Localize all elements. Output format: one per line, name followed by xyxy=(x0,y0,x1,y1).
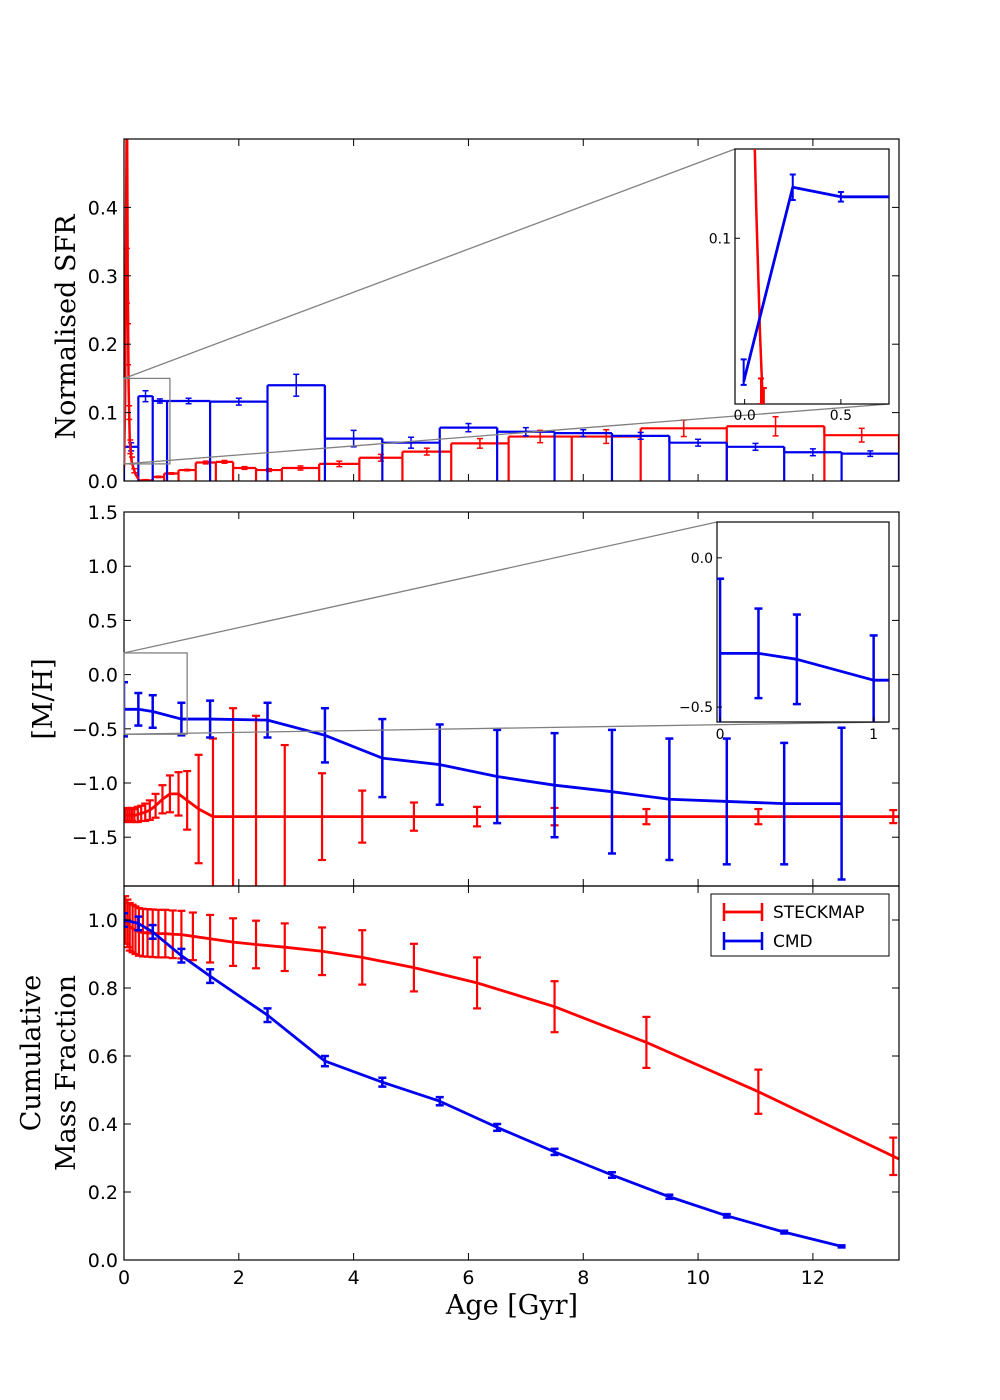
x-tick-label: 12 xyxy=(801,1267,825,1289)
metallicity-inset-y-tick-label: 0.0 xyxy=(691,551,713,567)
cmd-sfr-inset-line xyxy=(742,185,889,383)
sfr-zoom-lines xyxy=(123,148,890,465)
x-tick-label: 2 xyxy=(233,1267,245,1289)
metallicity-zoom-lines xyxy=(123,521,890,735)
sfr-inset-x-tick-label: 0.5 xyxy=(830,408,852,424)
cumulative-y-axis-label-line-2: Mass Fraction xyxy=(51,975,82,1171)
legend-label-steckmap: STECKMAP xyxy=(773,903,864,923)
cumulative-y-tick-label: 0.2 xyxy=(88,1182,118,1204)
sfr-inset-y-tick-label: 0.1 xyxy=(709,231,731,247)
cumulative-axes: 0.0 0.2 0.4 0.6 0.8 1.0 0 2 4 6 8 10 12 xyxy=(88,885,900,1289)
metallicity-y-axis-label: [M/H] xyxy=(28,658,59,739)
legend-key-cmd xyxy=(722,932,764,950)
legend-box xyxy=(710,893,890,957)
metallicity-plot-area xyxy=(124,680,899,886)
legend-key-steckmap xyxy=(722,903,764,921)
sfr-zoom-connector xyxy=(123,403,890,465)
cumulative-y-tick-label: 0.8 xyxy=(88,978,118,1000)
sfr-axes: 0.0 0.1 0.2 0.3 0.4 xyxy=(88,138,900,493)
metallicity-zoom-connector xyxy=(123,521,718,654)
metallicity-y-tick-label: −1.5 xyxy=(72,827,118,849)
metallicity-inset-plot-area xyxy=(717,577,889,722)
sfr-y-axis-label: Normalised SFR xyxy=(51,214,82,440)
steckmap-metallicity-line xyxy=(124,792,899,819)
x-tick-label: 8 xyxy=(577,1267,589,1289)
metallicity-axes: 1.5 1.0 0.5 0.0 −0.5 −1.0 −1.5 xyxy=(72,502,900,887)
x-axis-label: Age [Gyr] xyxy=(445,1290,578,1321)
x-tick-label: 6 xyxy=(462,1267,474,1289)
x-tick-label: 4 xyxy=(348,1267,360,1289)
sfr-inset: 0.0 0.5 0.1 xyxy=(709,148,890,424)
cumulative-panel: 0.0 0.2 0.4 0.6 0.8 1.0 0 2 4 6 8 10 12 Cumulative M… xyxy=(16,885,900,1321)
x-tick-label: 0 xyxy=(118,1267,130,1289)
sfr-frame xyxy=(123,138,900,482)
metallicity-y-tick-label: −0.5 xyxy=(72,719,118,741)
legend: STECKMAP CMD xyxy=(710,893,890,957)
metallicity-zoom-box xyxy=(123,652,188,735)
cumulative-y-axis-label-line-1: Cumulative xyxy=(16,975,47,1132)
legend-label-cmd: CMD xyxy=(773,932,813,952)
cumulative-y-tick-label: 0.4 xyxy=(88,1114,118,1136)
sfr-zoom-box xyxy=(123,377,171,465)
sfr-plot-area xyxy=(124,139,899,481)
metallicity-inset-frame xyxy=(716,521,890,723)
sfr-y-tick-label: 0.1 xyxy=(88,403,118,425)
metallicity-inset-x-tick-label: 1 xyxy=(869,727,878,743)
steckmap-sfr-inset-line xyxy=(753,149,765,404)
x-tick-label: 10 xyxy=(686,1267,710,1289)
cumulative-y-tick-label: 0.0 xyxy=(88,1250,118,1272)
sfr-panel: 0.0 0.1 0.2 0.3 0.4 Normalised SFR 0.0 0.5 0.1 xyxy=(51,138,900,493)
sfr-inset-plot-area xyxy=(740,149,889,404)
cmd-cumulative-line xyxy=(124,918,842,1248)
metallicity-inset-x-tick-label: 0 xyxy=(716,727,725,743)
metallicity-y-tick-label: 1.5 xyxy=(88,502,118,524)
metallicity-y-tick-label: −1.0 xyxy=(72,773,118,795)
sfr-zoom-connector xyxy=(123,148,736,380)
metallicity-y-tick-label: 1.0 xyxy=(88,556,118,578)
sfr-y-tick-label: 0.3 xyxy=(88,266,118,288)
sfr-y-tick-label: 0.4 xyxy=(88,197,118,219)
cumulative-y-tick-label: 0.6 xyxy=(88,1046,118,1068)
cumulative-frame xyxy=(123,885,900,1261)
metallicity-y-tick-label: 0.0 xyxy=(88,665,118,687)
cumulative-y-tick-label: 1.0 xyxy=(88,910,118,932)
sfr-y-tick-label: 0.0 xyxy=(88,471,118,493)
metallicity-y-tick-label: 0.5 xyxy=(88,610,118,632)
metallicity-inset-y-tick-label: −0.5 xyxy=(679,700,713,716)
sfr-y-tick-label: 0.2 xyxy=(88,334,118,356)
sfr-inset-x-tick-label: 0.0 xyxy=(733,408,755,424)
metallicity-zoom-connector xyxy=(123,721,890,735)
metallicity-panel: 1.5 1.0 0.5 0.0 −0.5 −1.0 −1.5 [M/H] 0 1 0.0 −0.5 xyxy=(28,502,900,887)
cumulative-plot-area xyxy=(124,895,899,1249)
metallicity-inset: 0 1 0.0 −0.5 xyxy=(679,521,890,743)
cmd-metallicity-line xyxy=(124,707,842,806)
